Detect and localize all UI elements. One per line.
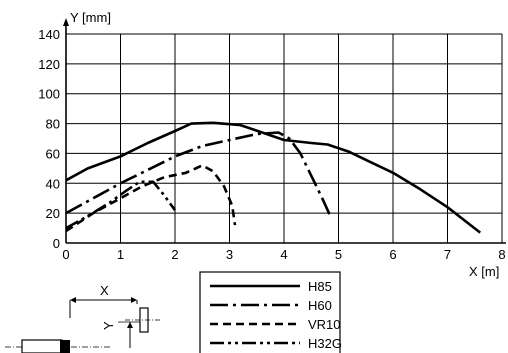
inset-sensor-body (21, 339, 63, 353)
series-group (65, 121, 481, 234)
series-line-vr10 (65, 164, 237, 233)
x-tick-label: 5 (335, 247, 342, 262)
grid (63, 18, 506, 244)
x-tick-label: 3 (226, 247, 233, 262)
legend-label-h60: H60 (308, 298, 332, 313)
series-line-h85 (65, 121, 481, 234)
y-tick-label: 80 (46, 117, 60, 132)
y-tick-label: 100 (38, 87, 60, 102)
y-axis-arrow (63, 18, 69, 26)
legend: H85 H60 VR10 H32G (199, 271, 342, 353)
x-tick-label: 1 (117, 247, 124, 262)
series-line-h60 (65, 131, 332, 217)
x-tick-label: 8 (498, 247, 505, 262)
x-tick-label: 6 (389, 247, 396, 262)
inset-x-arrow-right (131, 297, 137, 303)
x-tick-label: 4 (280, 247, 287, 262)
inset-x-label: X (100, 283, 109, 298)
y-tick-label: 40 (46, 176, 60, 191)
legend-label-vr10: VR10 (308, 317, 341, 332)
y-tick-label: 120 (38, 57, 60, 72)
y-tick-label: 0 (53, 236, 60, 251)
inset-diagram: X Y (5, 283, 160, 353)
y-tick-label: 140 (38, 27, 60, 42)
x-tick-label: 7 (444, 247, 451, 262)
y-tick-label: 20 (46, 206, 60, 221)
inset-y-label: Y (101, 321, 116, 330)
inset-sensor-head (60, 340, 70, 353)
series-line-h32g (65, 180, 177, 230)
legend-label-h32g: H32G (308, 336, 342, 351)
legend-label-h85: H85 (308, 279, 332, 294)
inset-y-arrow (127, 322, 133, 328)
x-tick-label: 2 (171, 247, 178, 262)
x-axis-label: X [m] (469, 264, 499, 279)
y-tick-label: 60 (46, 146, 60, 161)
x-tick-label: 0 (62, 247, 69, 262)
y-axis-label: Y [mm] (70, 10, 111, 25)
inset-x-arrow-left (70, 297, 76, 303)
